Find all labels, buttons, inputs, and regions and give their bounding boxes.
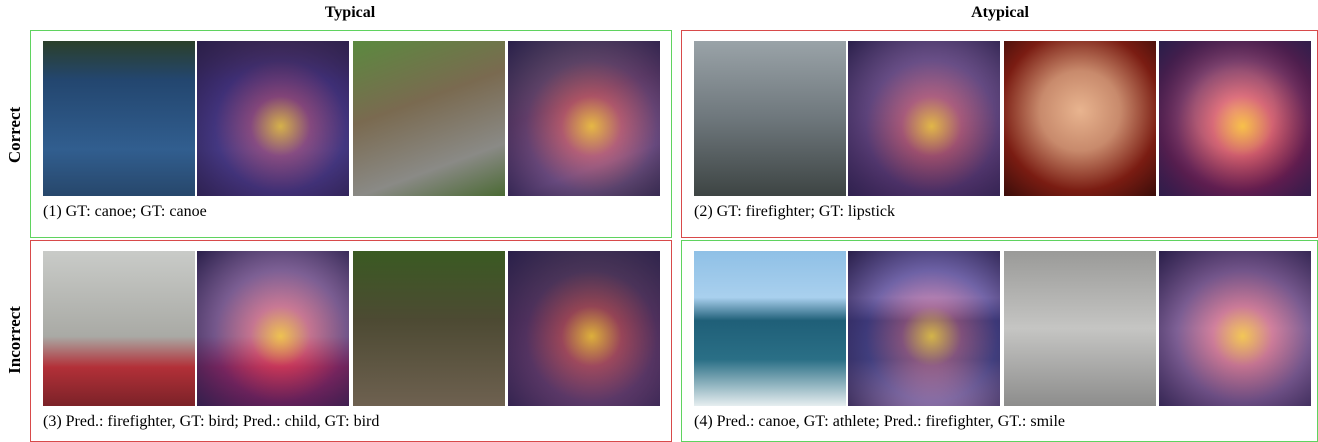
- panel: (1) GT: canoe; GT: canoe: [30, 30, 672, 238]
- saliency-map: [848, 251, 1000, 406]
- row-header: Incorrect: [5, 306, 25, 374]
- photo: [353, 251, 505, 406]
- column-header: Typical: [325, 4, 375, 22]
- photo: [1004, 41, 1156, 196]
- photo: [1004, 251, 1156, 406]
- saliency-map: [508, 251, 660, 406]
- saliency-map: [1159, 41, 1311, 196]
- column-header: Atypical: [971, 4, 1029, 22]
- saliency-map: [848, 41, 1000, 196]
- photo: [43, 251, 195, 406]
- caption: (3) Pred.: firefighter, GT: bird; Pred.:…: [43, 413, 379, 431]
- caption: (1) GT: canoe; GT: canoe: [43, 203, 207, 221]
- caption: (4) Pred.: canoe, GT: athlete; Pred.: fi…: [694, 413, 1065, 431]
- caption: (2) GT: firefighter; GT: lipstick: [694, 203, 895, 221]
- photo: [694, 41, 846, 196]
- photo: [43, 41, 195, 196]
- row-header: Correct: [5, 107, 25, 163]
- photo: [694, 251, 846, 406]
- panel: (3) Pred.: firefighter, GT: bird; Pred.:…: [30, 240, 672, 442]
- saliency-map: [197, 251, 349, 406]
- saliency-map: [508, 41, 660, 196]
- panel: (4) Pred.: canoe, GT: athlete; Pred.: fi…: [681, 240, 1318, 442]
- panel: (2) GT: firefighter; GT: lipstick: [681, 30, 1318, 238]
- figure: Typical Atypical Correct Incorrect (1) G…: [0, 0, 1318, 442]
- saliency-map: [1159, 251, 1311, 406]
- saliency-map: [197, 41, 349, 196]
- photo: [353, 41, 505, 196]
